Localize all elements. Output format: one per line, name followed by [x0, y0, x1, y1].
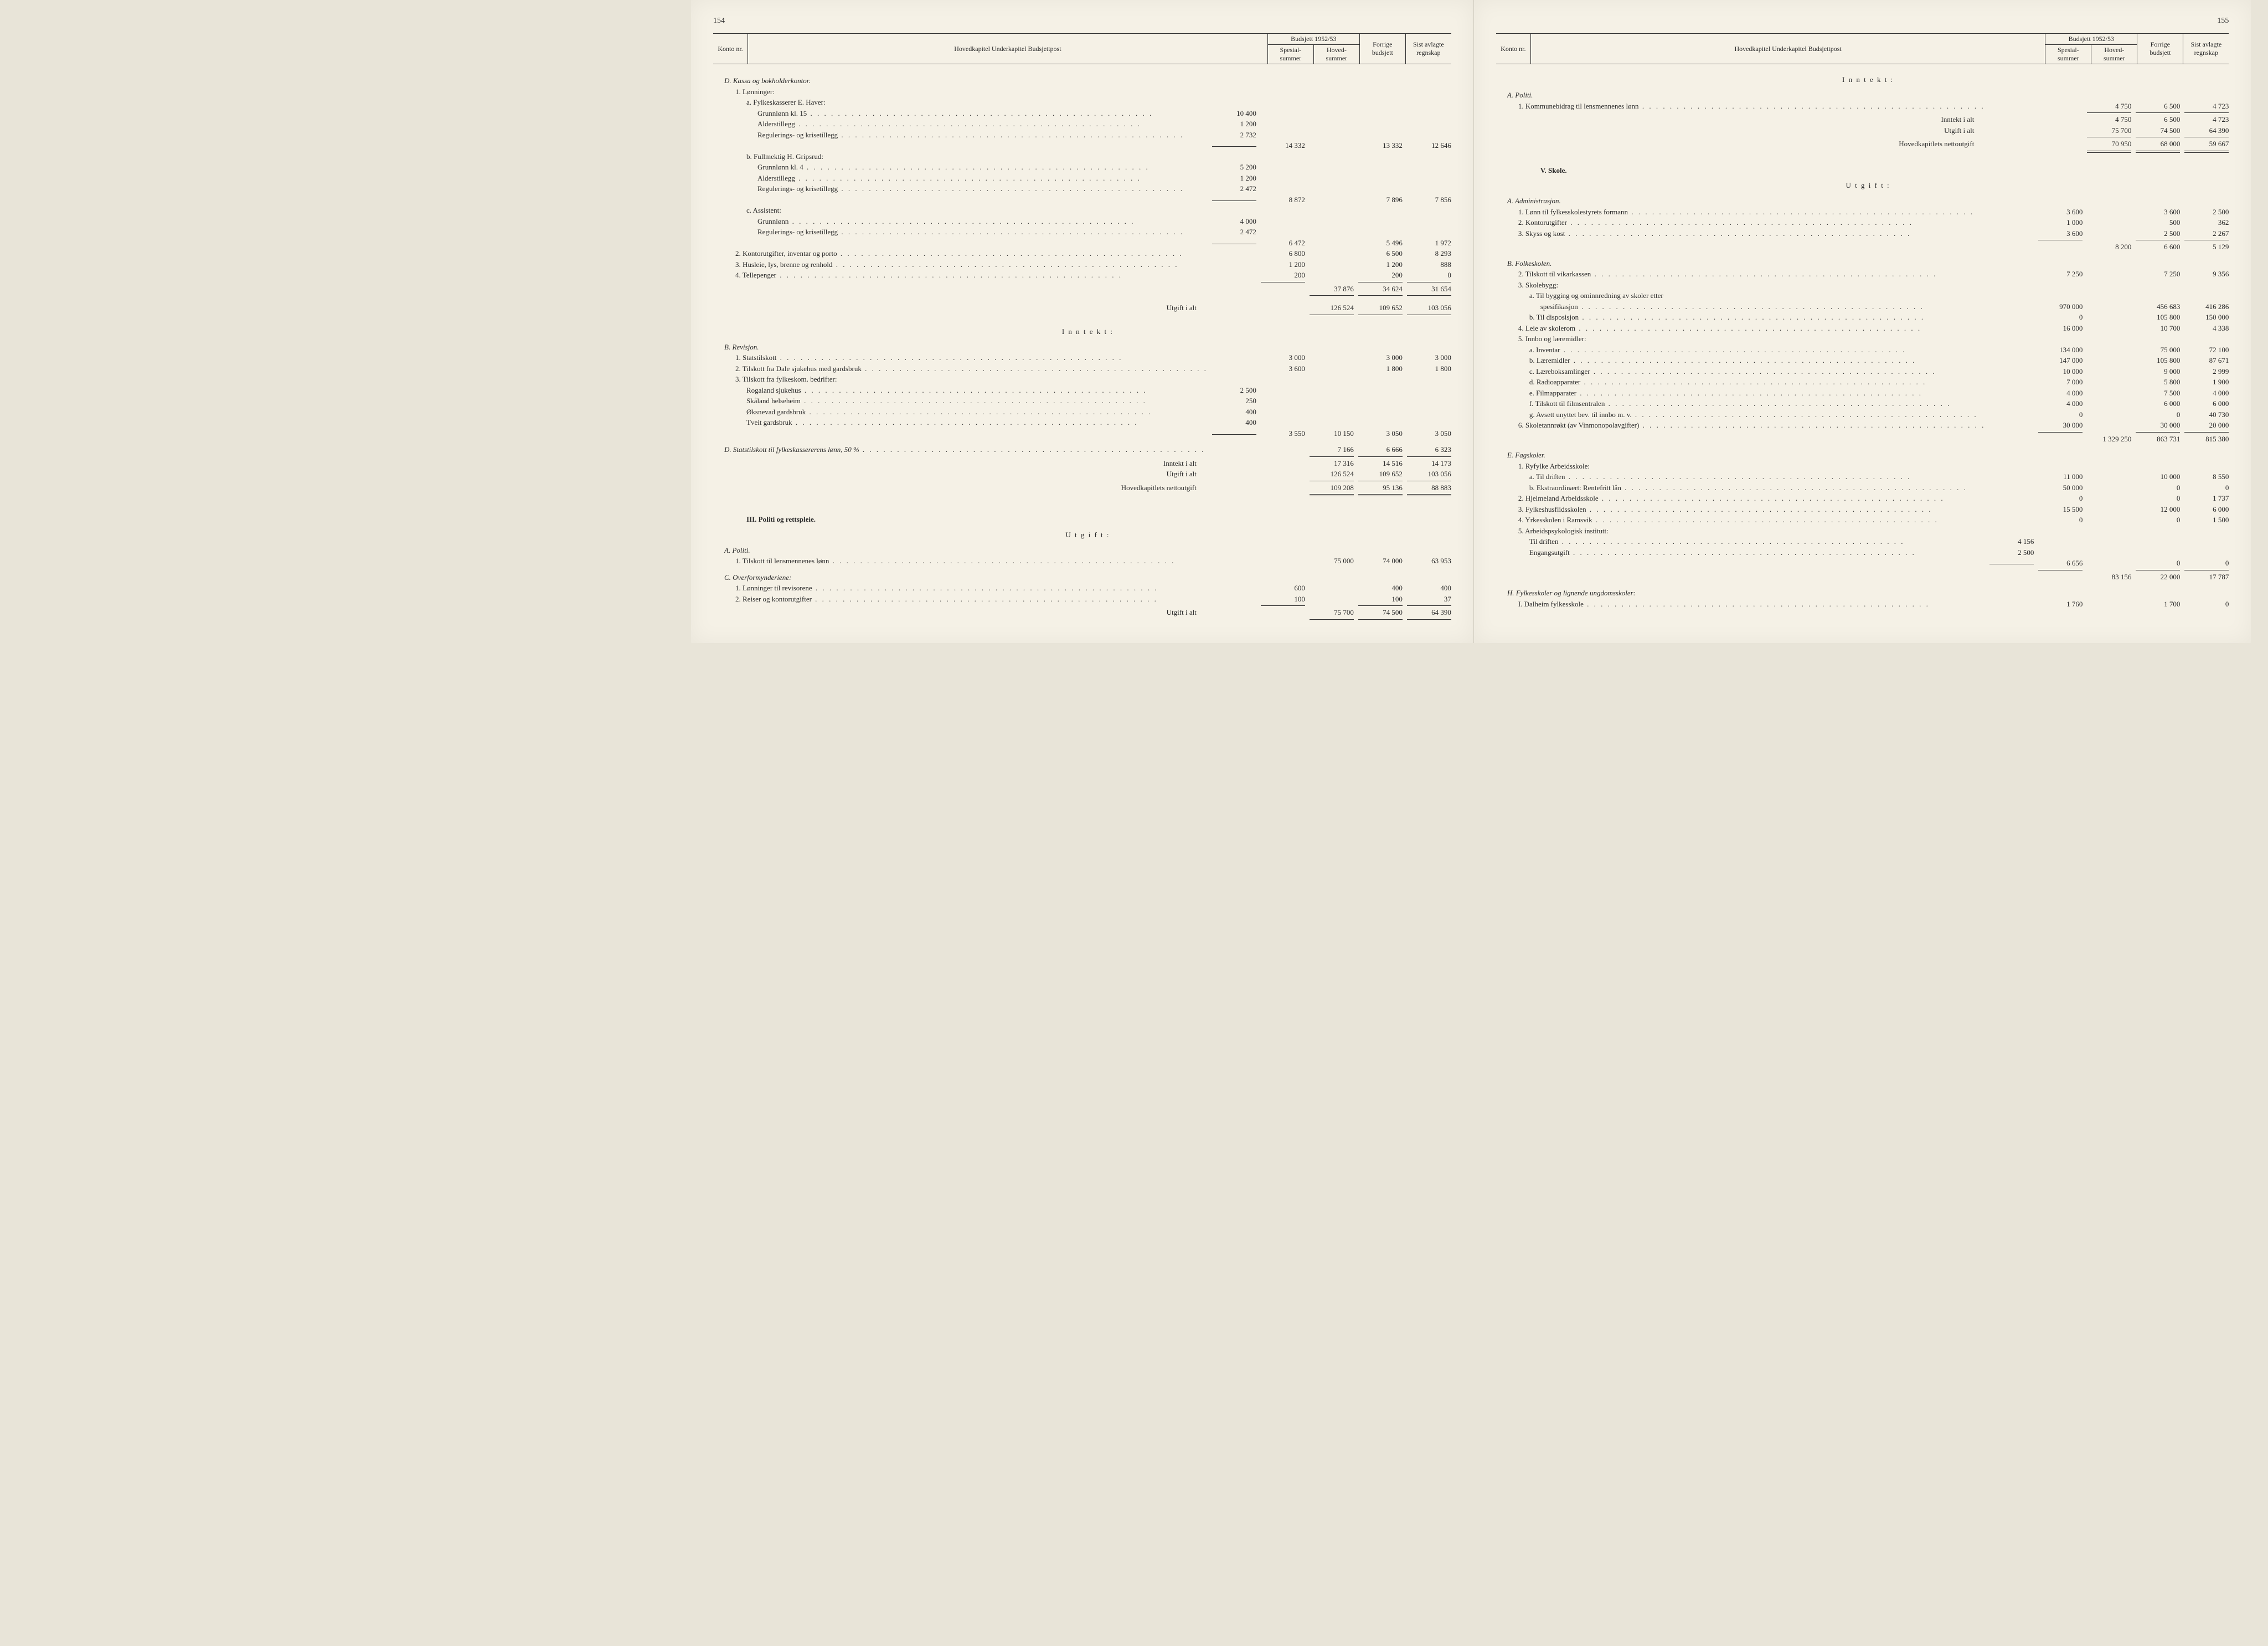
- section-e-fag: E. Fagskoler.: [1507, 450, 2229, 461]
- section-a-adm: A. Administrasjon.: [1507, 196, 2229, 207]
- section-h-fyl: H. Fylkesskoler og lignende ungdomsskole…: [1507, 588, 2229, 599]
- section-b-rev: B. Revisjon.: [724, 342, 1451, 353]
- hdr-sist: Sist avlagte regnskap: [1405, 34, 1451, 64]
- lb: b. Fullmektig H. Gripsrud:: [746, 151, 1451, 162]
- inntekt-heading-r: I n n t e k t :: [1507, 75, 2229, 84]
- left-page: 154 Konto nr. Hovedkapitel Underkapitel …: [691, 0, 1474, 643]
- la: a. Fylkeskasserer E. Haver:: [746, 97, 1451, 108]
- hdr-hovedsum: Hoved- summer: [1313, 45, 1359, 64]
- section-a-politi: A. Politi.: [724, 545, 1451, 556]
- utgift-ialt: Utgift i alt: [724, 302, 1208, 313]
- hdr-hoved: Hovedkapitel Underkapitel Budsjettpost: [748, 34, 1268, 64]
- page-number-right: 155: [2217, 17, 2229, 25]
- section-v: V. Skole.: [1507, 165, 2229, 176]
- utgift-heading-r: U t g i f t :: [1507, 181, 2229, 190]
- header-table-right: Konto nr. Hovedkapitel Underkapitel Buds…: [1496, 33, 2229, 64]
- section-c-overf: C. Overformynderiene:: [724, 572, 1451, 583]
- la3: Regulerings- og krisetillegg: [757, 130, 1208, 141]
- hdr-budsjett: Budsjett 1952/53: [1267, 34, 1359, 45]
- hdr-forrige: Forrige budsjett: [1359, 34, 1405, 64]
- right-content: I n n t e k t : A. Politi. 1. Kommunebid…: [1507, 75, 2229, 609]
- la1: Grunnlønn kl. 15: [757, 108, 1208, 119]
- inntekt-heading: I n n t e k t :: [724, 327, 1451, 336]
- section-d-stats: D. Statstilskott til fylkeskassererens l…: [724, 444, 1208, 455]
- utgift-heading: U t g i f t :: [724, 531, 1451, 539]
- la2: Alderstillegg: [757, 119, 1208, 130]
- netto-label: Hovedkapitlets nettoutgift: [724, 482, 1208, 493]
- left-content: D. Kassa og bokholderkontor. 1. Lønninge…: [724, 75, 1451, 621]
- section-iii: III. Politi og rettspleie.: [724, 514, 1451, 525]
- header-table-left: Konto nr. Hovedkapitel Underkapitel Buds…: [713, 33, 1451, 64]
- section-d: D. Kassa og bokholderkontor.: [724, 75, 1451, 86]
- right-page: 155 Konto nr. Hovedkapitel Underkapitel …: [1474, 0, 2251, 643]
- hdr-konto: Konto nr.: [713, 34, 748, 64]
- section-b-folk: B. Folkeskolen.: [1507, 258, 2229, 269]
- hdr-spesial: Spesial- summer: [1267, 45, 1313, 64]
- lc: c. Assistent:: [746, 205, 1451, 216]
- l1: 1. Lønninger:: [735, 86, 1451, 97]
- page-number-left: 154: [713, 17, 725, 25]
